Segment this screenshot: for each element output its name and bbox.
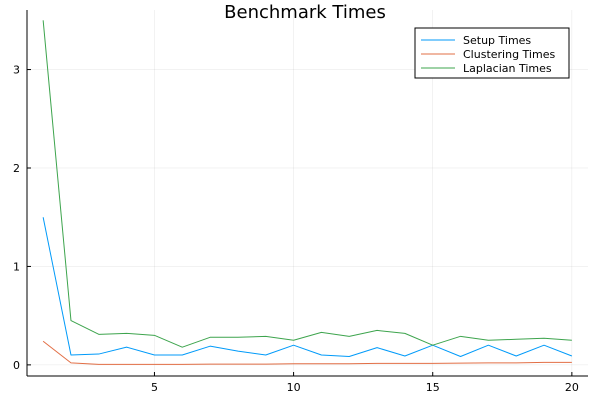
chart-title: Benchmark Times <box>224 2 386 23</box>
tick-labels: 5 10 15 20 0 1 2 3 <box>13 64 579 394</box>
legend-entry: Clustering Times <box>463 48 555 61</box>
series-lines <box>42 20 573 365</box>
legend-entry: Laplacian Times <box>463 62 552 75</box>
x-tick-label: 20 <box>565 381 579 394</box>
axes <box>26 10 588 377</box>
legend-box <box>414 27 570 79</box>
y-tick-label: 2 <box>13 162 20 175</box>
x-tick-label: 15 <box>426 381 440 394</box>
y-tick-label: 0 <box>13 359 20 372</box>
legend-entry: Setup Times <box>463 34 531 47</box>
y-tick-label: 1 <box>13 260 20 273</box>
series-line-clustering-times <box>42 340 572 365</box>
y-tick-label: 3 <box>13 64 20 77</box>
x-tick-label: 10 <box>287 381 301 394</box>
series-line-setup-times <box>42 217 573 358</box>
x-tick-label: 5 <box>151 381 158 394</box>
series-line-laplacian-times <box>42 20 572 348</box>
